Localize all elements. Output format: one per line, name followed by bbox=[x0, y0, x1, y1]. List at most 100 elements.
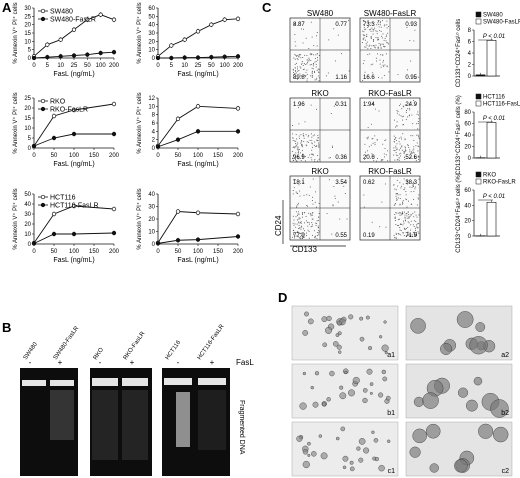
event-dot bbox=[303, 28, 304, 30]
event-dot bbox=[304, 222, 305, 224]
event-dot bbox=[306, 145, 308, 147]
event-dot bbox=[298, 218, 300, 220]
colony bbox=[359, 336, 365, 342]
event-dot bbox=[311, 74, 313, 76]
y-axis-label: % Annexin V⁺ PI⁺ cells bbox=[12, 188, 19, 249]
colony bbox=[326, 397, 331, 402]
event-dot bbox=[315, 66, 317, 68]
series-line-0 bbox=[157, 18, 239, 57]
event-dot bbox=[312, 146, 314, 148]
event-dot bbox=[297, 204, 299, 206]
event-dot bbox=[314, 201, 316, 203]
event-dot bbox=[294, 70, 296, 72]
event-dot bbox=[400, 187, 402, 189]
event-dot bbox=[311, 153, 313, 155]
data-point bbox=[51, 113, 57, 119]
event-dot bbox=[312, 234, 313, 236]
sign: - bbox=[29, 358, 32, 367]
event-dot bbox=[302, 214, 303, 216]
band bbox=[50, 380, 74, 386]
event-dot bbox=[311, 218, 313, 220]
event-dot bbox=[297, 155, 298, 157]
event-dot bbox=[416, 216, 418, 218]
x-axis-label: FasL (ng/mL) bbox=[177, 161, 218, 168]
line-chart-2-2: 0 2 4 6 8 10 12 0 50 100 150 200 FasL (ng/mL) % Annex… bbox=[136, 92, 244, 168]
event-dot bbox=[396, 159, 398, 161]
colony bbox=[302, 460, 310, 469]
event-dot bbox=[413, 100, 414, 101]
event-dot bbox=[298, 55, 300, 57]
event-dot bbox=[300, 75, 302, 77]
event-dot bbox=[311, 136, 313, 138]
y-tick-label: 15 bbox=[24, 116, 31, 122]
event-dot bbox=[405, 191, 407, 192]
x-tick-label: 0 bbox=[156, 63, 160, 69]
y-tick-label: 2 bbox=[468, 63, 472, 69]
sign: + bbox=[130, 358, 135, 367]
event-dot bbox=[377, 46, 379, 48]
event-dot bbox=[380, 21, 382, 23]
event-dot bbox=[372, 28, 374, 30]
event-dot bbox=[405, 199, 407, 201]
band bbox=[164, 378, 192, 385]
event-dot bbox=[317, 134, 319, 136]
event-dot bbox=[314, 79, 316, 81]
event-dot bbox=[311, 139, 313, 141]
event-dot bbox=[307, 225, 309, 227]
event-dot bbox=[403, 227, 405, 229]
event-dot bbox=[402, 212, 404, 214]
event-dot bbox=[384, 148, 386, 149]
event-dot bbox=[393, 184, 395, 186]
event-dot bbox=[399, 197, 401, 199]
colony bbox=[492, 426, 509, 443]
data-point bbox=[31, 55, 37, 61]
event-dot bbox=[377, 139, 378, 141]
event-dot bbox=[380, 43, 381, 45]
x-axis-label: FasL (ng/mL) bbox=[53, 257, 94, 264]
event-dot bbox=[399, 194, 401, 196]
event-dot bbox=[317, 137, 319, 139]
event-dot bbox=[404, 216, 406, 218]
event-dot bbox=[310, 21, 312, 23]
event-dot bbox=[396, 139, 397, 141]
event-dot bbox=[396, 121, 398, 123]
event-dot bbox=[364, 39, 366, 41]
y-tick-label: 10 bbox=[24, 39, 31, 45]
event-dot bbox=[411, 153, 413, 154]
event-dot bbox=[411, 234, 413, 236]
event-dot bbox=[308, 212, 310, 214]
colony bbox=[365, 315, 370, 320]
event-dot bbox=[305, 75, 307, 76]
event-dot bbox=[371, 138, 373, 140]
x-tick-label: 5 bbox=[46, 63, 50, 69]
data-point bbox=[235, 211, 241, 217]
event-dot bbox=[308, 48, 310, 49]
colony bbox=[362, 397, 368, 404]
legend-entry: RKO bbox=[483, 173, 496, 179]
flow-title: RKO-FasLR bbox=[368, 167, 412, 176]
event-dot bbox=[317, 59, 318, 61]
event-dot bbox=[384, 140, 386, 142]
event-dot bbox=[362, 30, 364, 32]
event-dot bbox=[395, 224, 397, 225]
event-dot bbox=[394, 159, 396, 161]
event-dot bbox=[314, 237, 316, 239]
event-dot bbox=[398, 114, 400, 116]
event-dot bbox=[393, 147, 395, 149]
event-dot bbox=[385, 139, 387, 141]
flow-plot-3: RKO-FasLR 1.94 24.9 20.6 52.6 bbox=[359, 89, 421, 163]
colony bbox=[429, 463, 439, 473]
quadrant-ur: 3.54 bbox=[335, 180, 347, 186]
quadrant-ur: 0.77 bbox=[335, 22, 347, 28]
x-tick-label: 100 bbox=[96, 63, 107, 69]
event-dot bbox=[386, 42, 388, 44]
event-dot bbox=[411, 236, 413, 237]
colony bbox=[296, 435, 303, 442]
event-dot bbox=[302, 237, 304, 238]
event-dot bbox=[300, 134, 302, 136]
event-dot bbox=[399, 203, 401, 205]
event-dot bbox=[295, 54, 297, 56]
event-dot bbox=[303, 236, 304, 238]
event-dot bbox=[331, 145, 333, 147]
